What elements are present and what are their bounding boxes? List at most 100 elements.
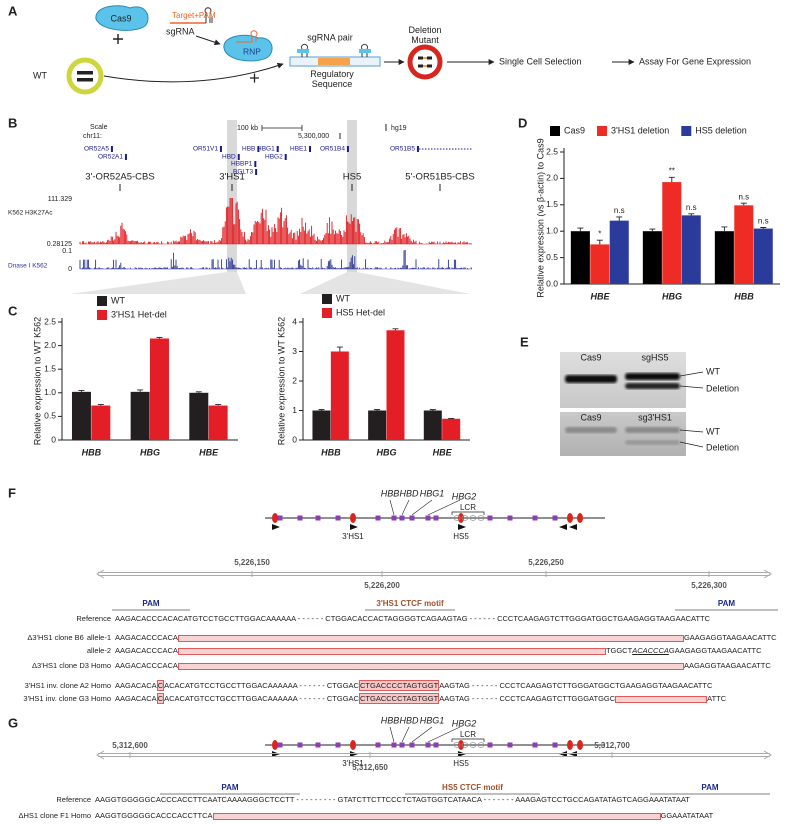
gene-box — [532, 515, 538, 521]
lane-label: Cas9 — [580, 412, 601, 422]
coordinate-label: 5,226,300 — [691, 581, 727, 590]
wt-allele — [77, 71, 93, 75]
step-label: Single Cell Selection — [499, 56, 582, 66]
track-min: 0 — [68, 266, 72, 273]
panel-label: A — [8, 3, 18, 18]
gene-box — [335, 515, 341, 521]
gene-mark — [257, 146, 260, 152]
highlight-hs5 — [347, 120, 357, 272]
gene-mark — [237, 154, 240, 160]
track-max: 0.1 — [62, 248, 72, 255]
highlight-3hs1 — [227, 120, 237, 272]
y-axis-label: Relative expression to WT K562 — [276, 317, 286, 445]
legend-label: 3'HS1 Het-del — [111, 309, 167, 319]
browser-assembly: hg19 — [391, 125, 407, 132]
gene-box — [375, 742, 381, 748]
gene-name: HBBP1 — [231, 161, 253, 168]
gene-pointer — [401, 726, 410, 743]
deletion-junction — [423, 57, 427, 67]
coordinate-label: 5,226,200 — [364, 581, 400, 590]
significance: n.s — [738, 192, 749, 201]
sequence-row: AAGACACCCACA AAGAGGTAAGAACATTC — [115, 661, 771, 671]
gene-box — [315, 515, 321, 521]
sgrna-label: sgRNA — [166, 26, 195, 36]
gene-box — [487, 742, 493, 748]
gene-name: HBG1 — [257, 146, 275, 153]
gel-band — [625, 427, 680, 433]
bar — [590, 244, 610, 284]
gene-box — [277, 742, 283, 748]
site-label: 3'HS1 — [342, 532, 364, 541]
motif-label: PAM — [718, 599, 736, 608]
gene-box — [425, 742, 431, 748]
cas9-shape — [95, 5, 149, 31]
sequence: ACACATGTCCTGCCTTGGACAAAAAA - - - - - - C… — [164, 681, 359, 690]
bar — [312, 410, 331, 440]
gene-box — [552, 742, 558, 748]
ctcf-site — [350, 513, 356, 523]
gene-pointer — [427, 499, 461, 516]
region-label: 5'-OR51B5-CBS — [405, 172, 474, 183]
gene-name: HBB — [242, 146, 255, 153]
gel-band — [565, 427, 617, 433]
lcr-hs — [477, 742, 485, 748]
regulatory-sequence-label: Regulatory Sequence — [310, 69, 354, 89]
rnp-guide — [236, 30, 258, 43]
orientation — [272, 524, 280, 530]
x-tick-label: HBG — [140, 447, 160, 457]
gene-box — [487, 515, 493, 521]
significance: ** — [669, 166, 675, 175]
track-name: K562 H3K27Ac — [8, 210, 53, 217]
track-max: 111.329 — [48, 196, 72, 203]
lcr-hs — [453, 515, 461, 521]
sequence-row: AAGACACCCACACATGTCCTGCCTTGGACAAAAAA - - … — [115, 614, 710, 624]
sequence: AAGGTGGGGGCACCCACCTTCAATCAAAAGGGCTCCTT -… — [95, 795, 690, 804]
significance: n.s — [614, 206, 625, 215]
gene-box — [399, 742, 405, 748]
row-label: Reference — [0, 795, 91, 805]
bar — [208, 405, 228, 440]
bar — [570, 231, 590, 284]
allele-name: allele-2 — [86, 646, 111, 655]
motif-label: PAM — [221, 783, 239, 792]
bar — [681, 215, 701, 284]
error-bar — [760, 227, 767, 229]
gene-pointer — [411, 499, 433, 516]
region-label: HS5 — [343, 172, 361, 183]
gene-pointer — [389, 499, 395, 516]
panel-label: E — [520, 334, 529, 349]
bar — [330, 351, 349, 440]
deletion-mutant-label: Deletion Mutant — [408, 25, 442, 45]
gene-mark — [219, 146, 222, 152]
gene-box — [375, 515, 381, 521]
error-bar — [156, 337, 163, 339]
bar — [753, 228, 773, 284]
gel-band — [625, 383, 680, 389]
error-bar — [577, 227, 584, 232]
gene-label: HBG1 — [420, 488, 445, 498]
row-label: allele-2 — [0, 646, 111, 656]
lcr-hs — [469, 515, 477, 521]
sequence: TGGCT — [605, 646, 633, 655]
row-name: Δ3'HS1 clone B6 — [27, 633, 84, 642]
motif-label: 3'HS1 CTCF motif — [376, 599, 444, 608]
gel — [560, 412, 686, 456]
gene-label: HBG2 — [452, 491, 477, 501]
gene-box — [297, 515, 303, 521]
legend-swatch — [681, 126, 692, 136]
gene-box — [335, 742, 341, 748]
deletion — [615, 695, 708, 703]
ctcf-site — [458, 740, 464, 750]
panel-label: F — [8, 485, 16, 500]
motif-label: HS5 CTCF motif — [442, 783, 503, 792]
zoom-3hs1 — [70, 272, 246, 294]
error-bar — [392, 328, 399, 331]
gene-label: HBB — [381, 715, 400, 725]
lcr-hs — [453, 742, 461, 748]
x-tick-label: HBB — [734, 291, 754, 301]
step-label: Assay For Gene Expression — [639, 56, 751, 66]
legend-label: Cas9 — [564, 125, 585, 135]
site-label: 3'HS1 — [342, 759, 364, 768]
